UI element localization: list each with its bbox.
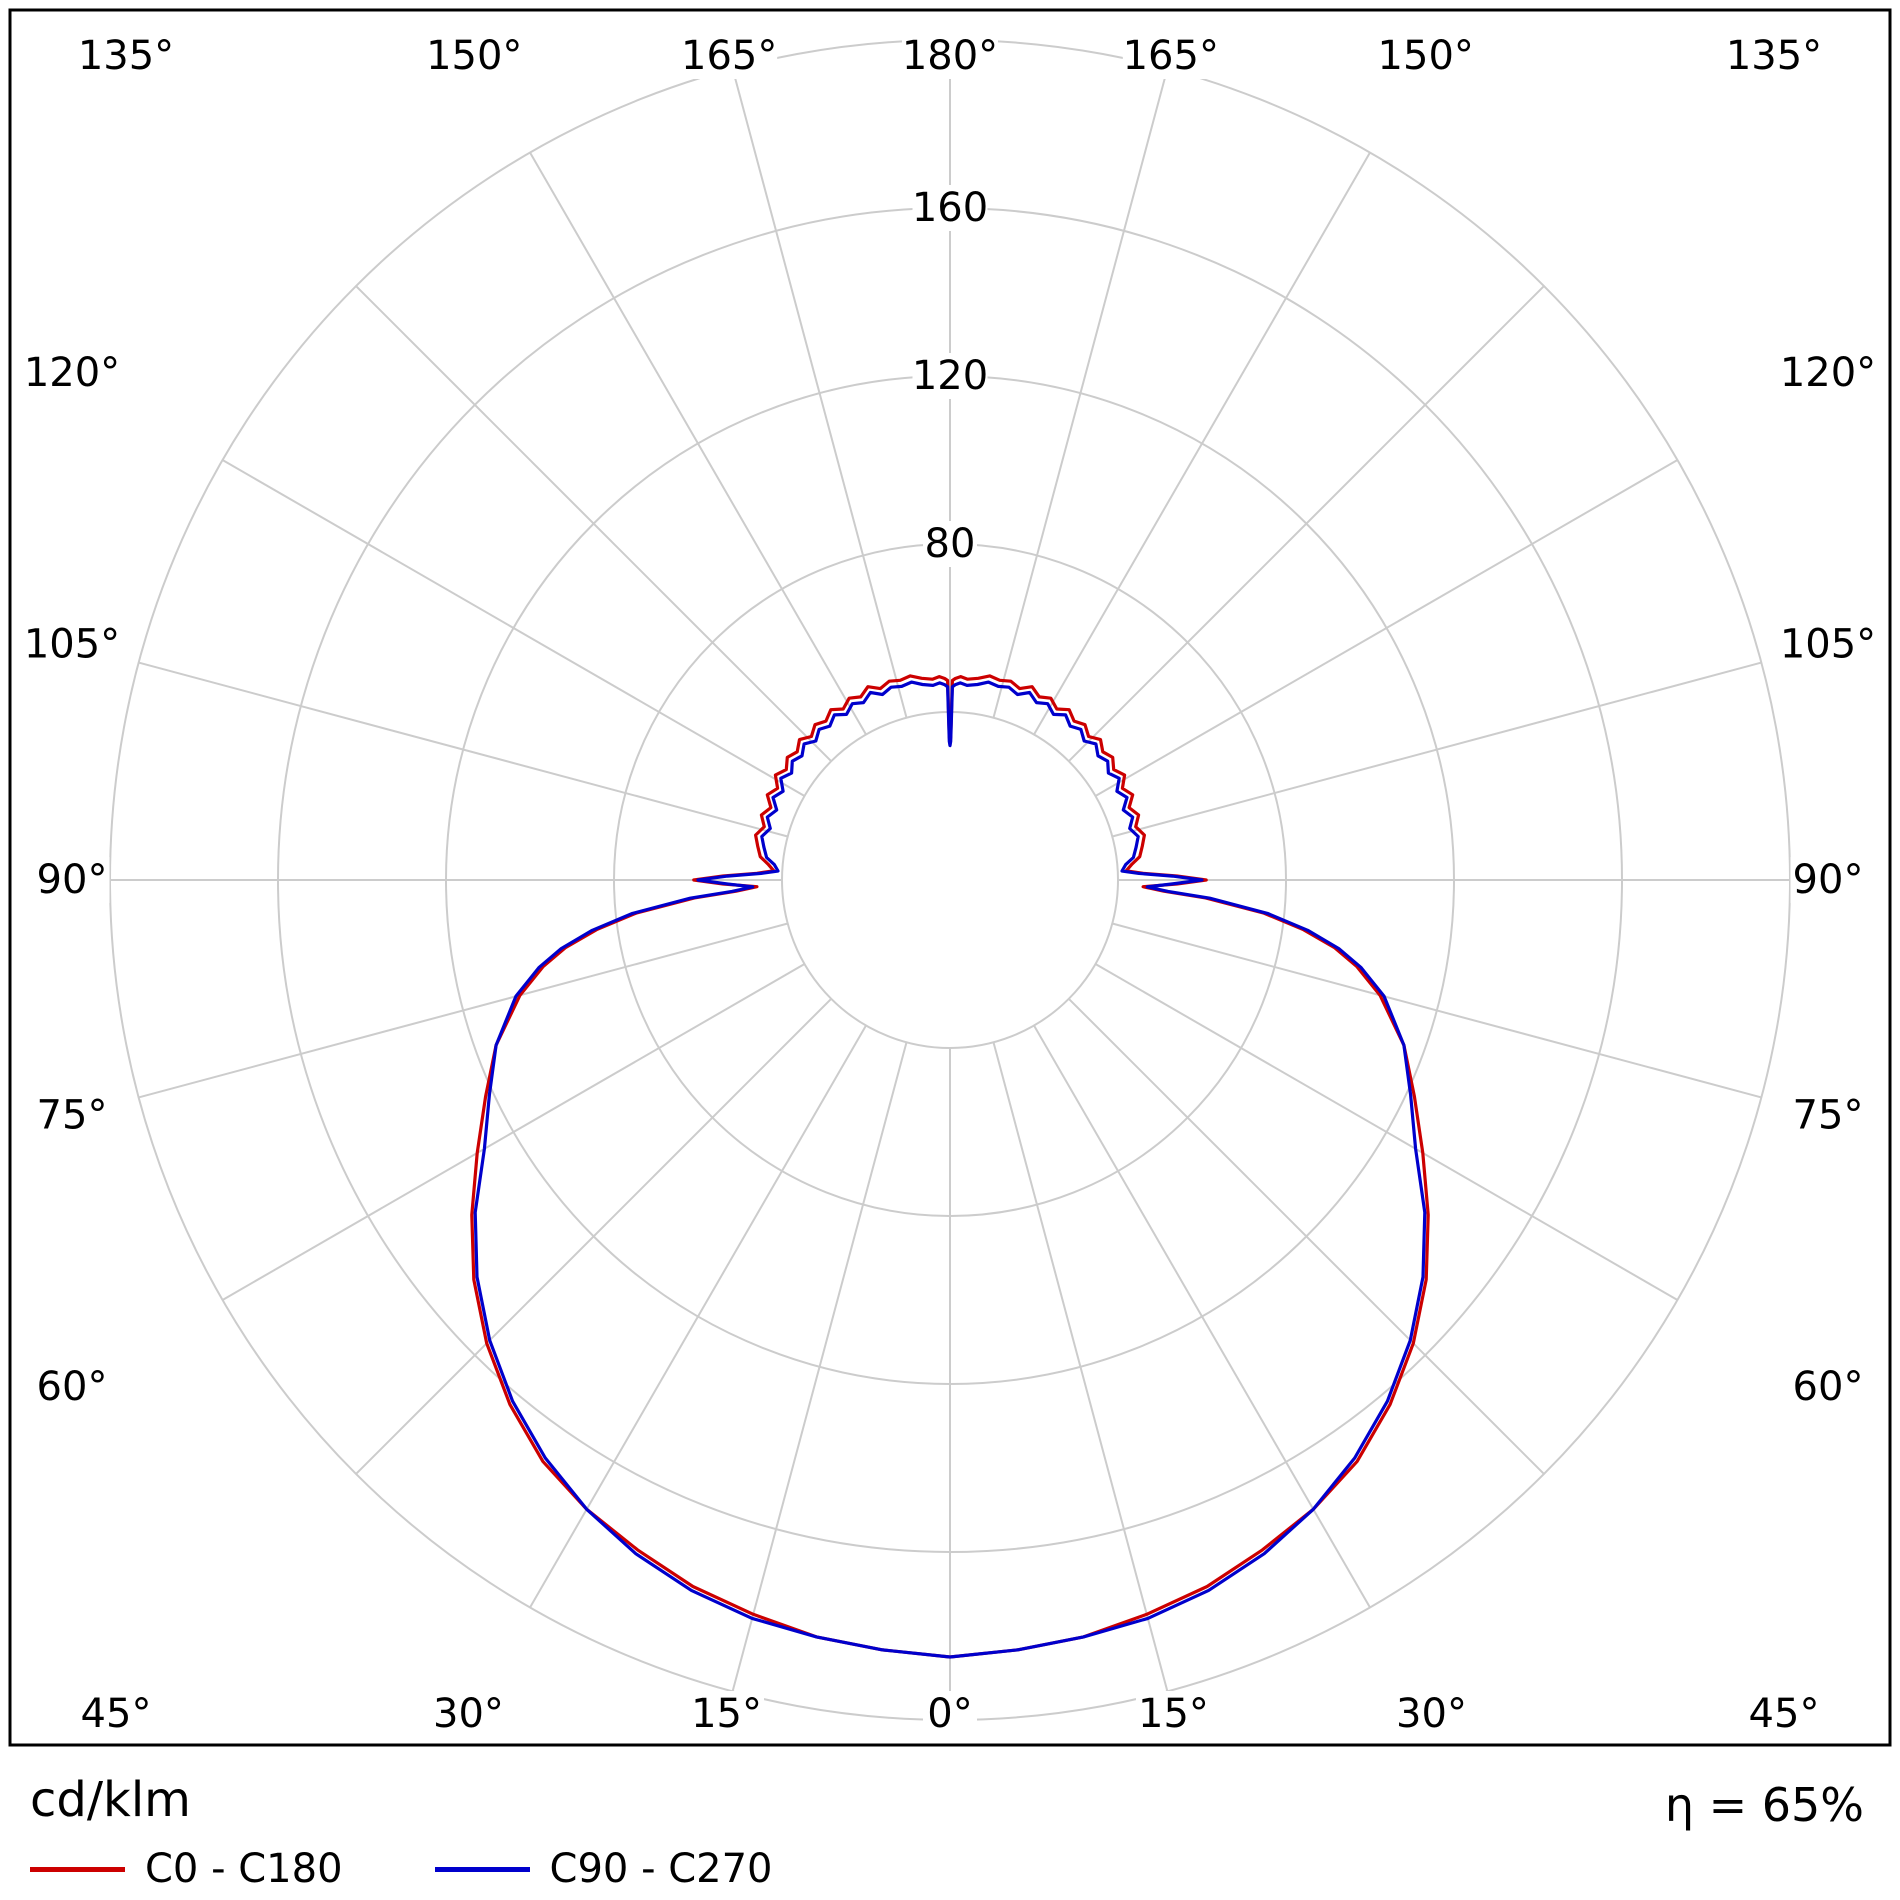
svg-text:80: 80 xyxy=(925,521,976,567)
svg-text:30°: 30° xyxy=(433,1691,504,1737)
svg-text:150°: 150° xyxy=(1378,33,1474,79)
unit-label: cd/klm xyxy=(30,1772,191,1828)
svg-text:90°: 90° xyxy=(37,857,108,903)
legend-label-c90-c270: C90 - C270 xyxy=(549,1846,773,1892)
svg-text:30°: 30° xyxy=(1396,1691,1467,1737)
svg-text:120°: 120° xyxy=(1780,350,1876,396)
svg-text:180°: 180° xyxy=(902,33,998,79)
svg-text:135°: 135° xyxy=(1726,33,1822,79)
svg-text:90°: 90° xyxy=(1793,857,1864,903)
svg-text:120°: 120° xyxy=(24,350,120,396)
svg-text:75°: 75° xyxy=(1793,1092,1864,1138)
svg-text:135°: 135° xyxy=(78,33,174,79)
legend-item-c0-c180: C0 - C180 xyxy=(30,1846,343,1892)
svg-text:75°: 75° xyxy=(37,1092,108,1138)
svg-text:15°: 15° xyxy=(691,1691,762,1737)
svg-text:120: 120 xyxy=(912,353,988,399)
legend: C0 - C180 C90 - C270 xyxy=(30,1846,865,1892)
svg-text:0°: 0° xyxy=(927,1691,972,1737)
svg-text:60°: 60° xyxy=(1793,1364,1864,1410)
legend-label-c0-c180: C0 - C180 xyxy=(145,1846,343,1892)
efficiency-value: η = 65% xyxy=(1664,1778,1864,1832)
legend-line-c90-c270-icon xyxy=(434,1866,530,1872)
svg-text:45°: 45° xyxy=(81,1691,152,1737)
svg-text:105°: 105° xyxy=(1780,622,1876,668)
svg-text:150°: 150° xyxy=(426,33,522,79)
svg-text:60°: 60° xyxy=(37,1364,108,1410)
svg-text:165°: 165° xyxy=(681,33,777,79)
svg-text:160: 160 xyxy=(912,185,988,231)
svg-text:105°: 105° xyxy=(24,622,120,668)
legend-item-c90-c270: C90 - C270 xyxy=(434,1846,773,1892)
legend-line-c0-c180-icon xyxy=(30,1866,125,1872)
svg-text:165°: 165° xyxy=(1123,33,1219,79)
svg-text:15°: 15° xyxy=(1138,1691,1209,1737)
svg-text:45°: 45° xyxy=(1749,1691,1820,1737)
